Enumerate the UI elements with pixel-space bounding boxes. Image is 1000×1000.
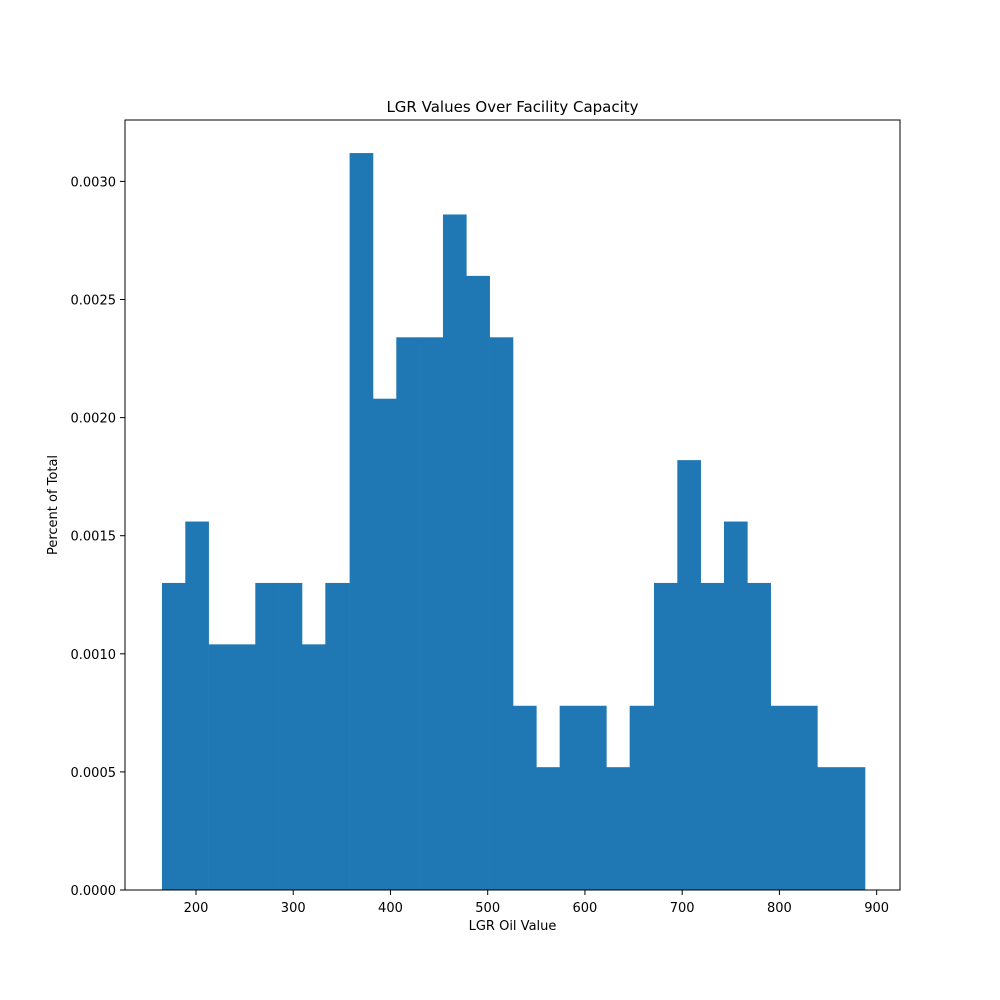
x-tick-label: 300 — [281, 901, 306, 916]
histogram-bar — [419, 337, 444, 890]
histogram-bar — [582, 705, 607, 890]
histogram-bar — [700, 582, 725, 890]
histogram-bar — [325, 582, 350, 890]
histogram-bar — [231, 644, 256, 890]
x-tick-label: 900 — [864, 901, 889, 916]
x-axis-label: LGR Oil Value — [469, 919, 557, 934]
histogram-bar — [770, 705, 795, 890]
histogram-bar — [278, 582, 303, 890]
histogram-bar — [840, 767, 866, 890]
histogram-bar — [747, 582, 771, 890]
x-tick-label: 800 — [767, 901, 792, 916]
plot-frame — [124, 119, 901, 891]
histogram-bar — [536, 767, 560, 890]
y-tick-label: 0.0020 — [71, 412, 117, 427]
x-tick-label: 700 — [670, 901, 695, 916]
y-tick-label: 0.0005 — [71, 766, 117, 781]
y-axis-label: Percent of Total — [46, 455, 61, 555]
histogram-bar — [466, 275, 490, 891]
x-tick-label: 500 — [475, 901, 500, 916]
x-axis: 200 300 400 500 600 700 800 900 — [184, 890, 889, 916]
histogram-bar — [677, 460, 701, 890]
histogram-bar — [442, 214, 467, 891]
histogram-bar — [372, 398, 397, 890]
histogram-bar — [723, 521, 748, 890]
histogram-bar — [606, 767, 630, 890]
y-tick-label: 0.0000 — [71, 884, 117, 899]
x-tick-label: 600 — [573, 901, 598, 916]
chart-title: LGR Values Over Facility Capacity — [386, 98, 638, 116]
histogram-bar — [794, 705, 818, 890]
y-axis: 0.0000 0.0005 0.0010 0.0015 0.0020 0.0025 0.00… — [71, 175, 125, 899]
histogram-bar — [301, 644, 326, 890]
histogram-bar — [559, 705, 584, 890]
histogram-bar — [817, 767, 841, 890]
y-tick-label: 0.0010 — [71, 648, 117, 663]
histogram-bar — [512, 705, 537, 890]
x-tick-label: 400 — [378, 901, 403, 916]
histogram-bar — [396, 337, 420, 890]
y-tick-label: 0.0015 — [71, 530, 117, 545]
histogram-bar — [653, 582, 678, 890]
histogram-bar — [185, 521, 209, 890]
y-tick-label: 0.0030 — [71, 175, 117, 190]
histogram-bar — [489, 337, 514, 890]
x-tick-label: 200 — [184, 901, 209, 916]
bars-layer — [161, 153, 866, 891]
histogram-bar — [208, 644, 233, 890]
histogram-bar — [349, 153, 374, 890]
y-tick-label: 0.0025 — [71, 294, 117, 309]
histogram-bar — [629, 705, 655, 890]
histogram-bar — [255, 582, 279, 890]
histogram-bar — [161, 582, 186, 890]
